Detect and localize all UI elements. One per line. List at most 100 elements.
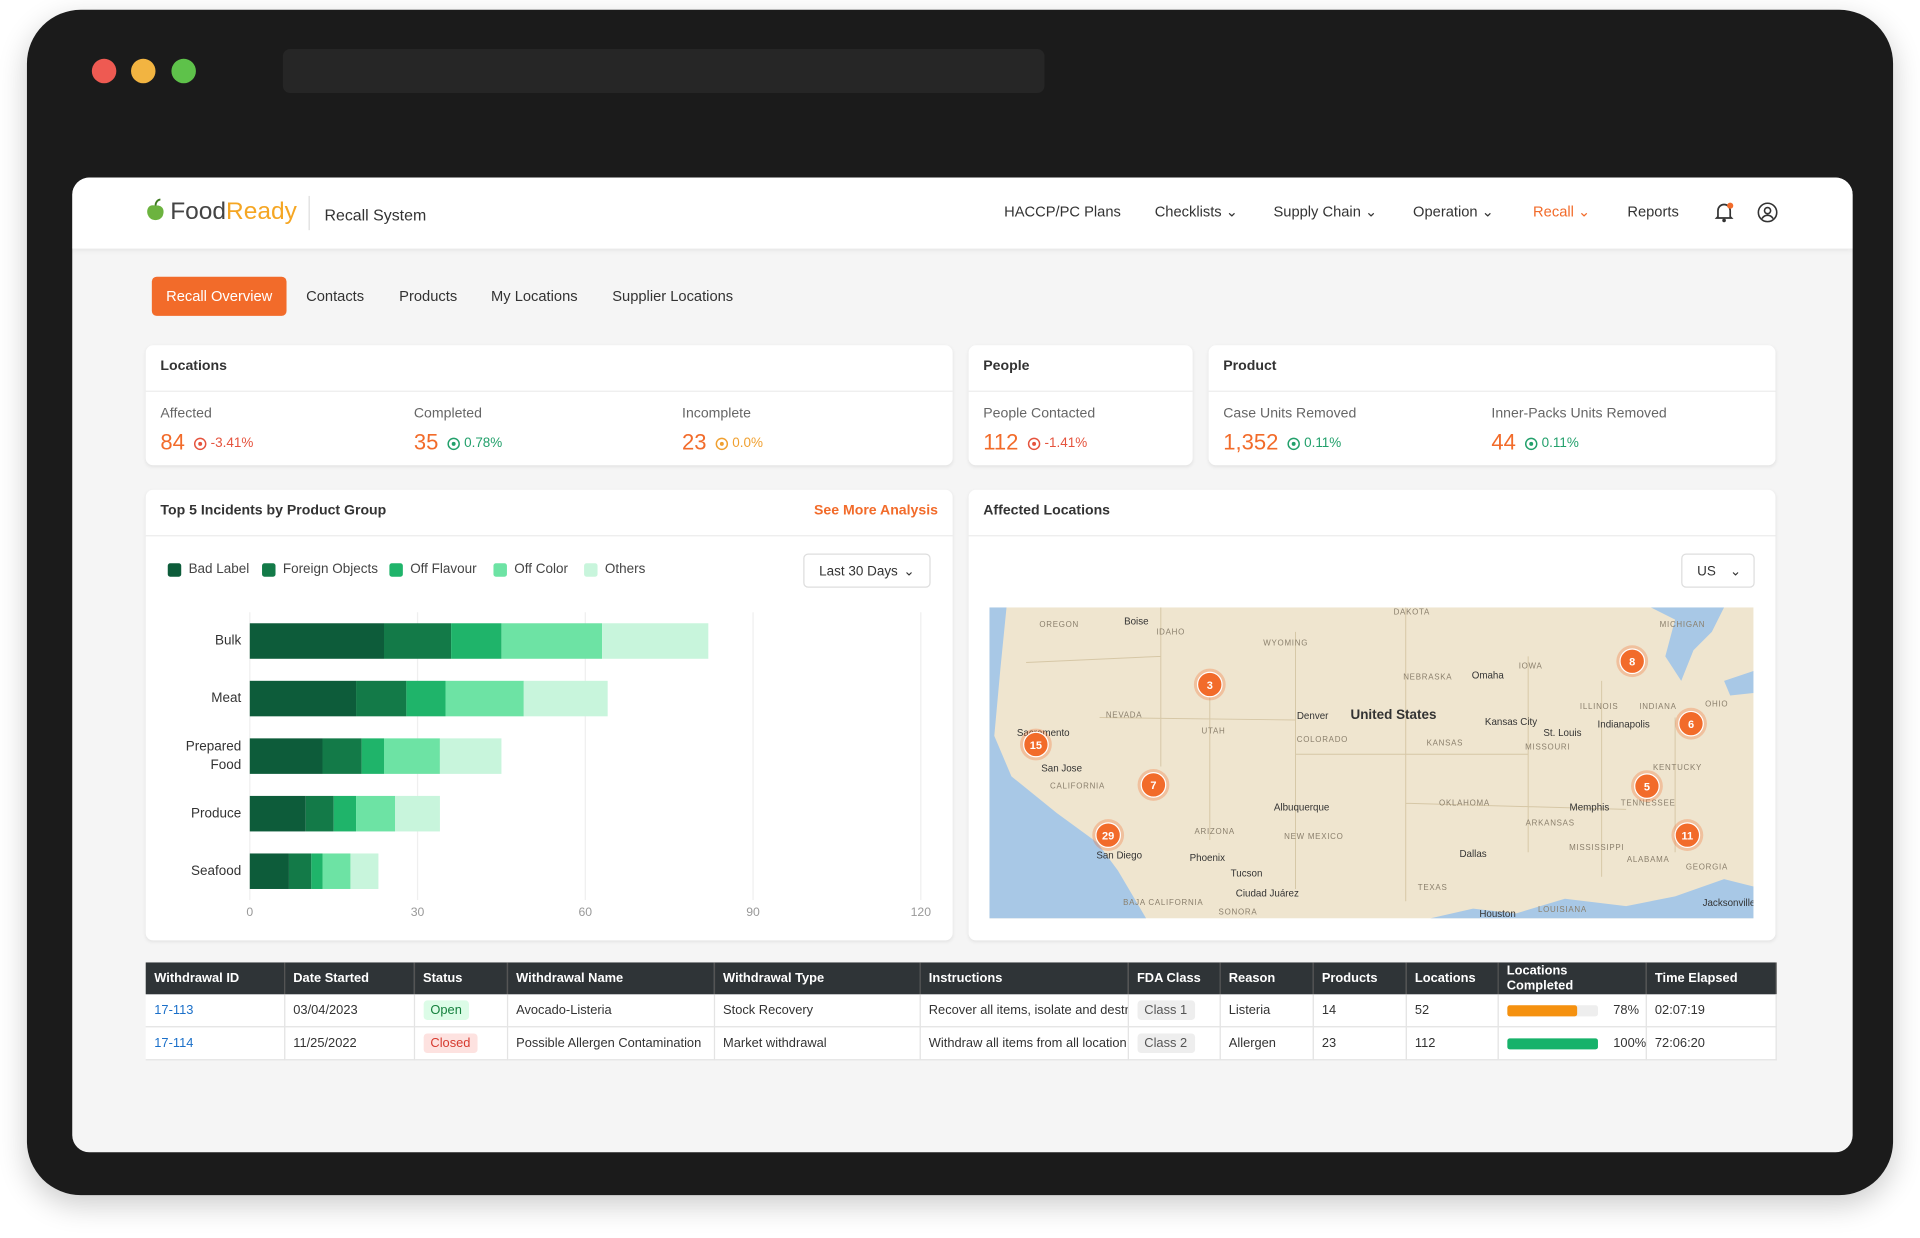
column-header: Withdrawal Name [506, 962, 715, 995]
bell-icon[interactable] [1713, 201, 1735, 223]
table-cell: Closed [413, 1026, 508, 1061]
table-cell: Open [413, 994, 508, 1028]
map-label: Houston [1479, 909, 1515, 918]
tab[interactable]: Products [399, 287, 458, 305]
column-header: Date Started [284, 962, 415, 995]
withdrawal-id-link[interactable]: 17-114 [154, 1035, 194, 1051]
metric-label: Incomplete [682, 406, 751, 422]
bar-segment [439, 738, 502, 774]
legend-label: Foreign Objects [282, 562, 378, 577]
cell-text: 03/04/2023 [293, 1002, 358, 1018]
table-body: 17-113 03/04/2023 Open Avocado-Listeria Stoc… [145, 994, 1777, 1061]
metric-value: 35 [413, 429, 439, 455]
cell-text: Market withdrawal [723, 1035, 827, 1051]
metric-change: 0.11% [1287, 436, 1341, 451]
change-text: 0.78% [464, 435, 503, 451]
legend-swatch [262, 562, 276, 577]
map-label: DAKOTA [1394, 608, 1430, 617]
cluster-marker[interactable]: 11 [1671, 819, 1704, 852]
bar-segment [406, 680, 446, 717]
nav-label: Checklists [1154, 203, 1222, 221]
cell-text: 02:07:19 [1654, 1002, 1705, 1018]
bar-segment [384, 738, 440, 774]
x-tick-label: 0 [246, 905, 253, 919]
chart-title: Top 5 Incidents by Product Group [160, 503, 387, 518]
region-dropdown[interactable]: US ⌄ [1681, 553, 1755, 588]
map-label: MISSOURI [1525, 742, 1570, 751]
x-tick-label: 30 [411, 905, 425, 919]
table-cell: Class 2 [1127, 1026, 1221, 1061]
map-label: GEORGIA [1686, 862, 1728, 871]
nav-item[interactable]: Operation ⌄ [1413, 203, 1494, 221]
cluster-marker[interactable]: 5 [1631, 770, 1663, 803]
map-label: COLORADO [1297, 735, 1348, 744]
table-cell: 23 [1312, 1026, 1407, 1061]
icon-ring [193, 437, 207, 450]
tab[interactable]: My Locations [491, 287, 578, 305]
cluster-count: 5 [1644, 781, 1650, 793]
cell-text: Recover all items, isolate and destr [928, 1002, 1128, 1018]
table-cell: 100% [1497, 1026, 1647, 1061]
cluster-marker[interactable]: 7 [1137, 768, 1170, 801]
cluster-marker[interactable]: 29 [1092, 819, 1125, 852]
nav-item[interactable]: Reports [1627, 203, 1679, 221]
withdrawal-id-link[interactable]: 17-113 [154, 1002, 194, 1018]
cell-text: Listeria [1228, 1002, 1271, 1018]
legend-label: Others [604, 562, 646, 577]
x-tick-label: 60 [579, 905, 593, 919]
cell-text: 112 [1414, 1035, 1436, 1051]
brand-part: Ready [226, 198, 297, 226]
tab-active[interactable]: Recall Overview [151, 276, 287, 316]
cluster-marker[interactable]: 3 [1193, 668, 1226, 701]
change-text: 0.11% [1304, 435, 1342, 451]
table-cell: Stock Recovery [713, 994, 921, 1028]
tab[interactable]: Supplier Locations [612, 287, 734, 305]
nav-item[interactable]: Supply Chain ⌄ [1273, 203, 1378, 221]
tab[interactable]: Contacts [306, 287, 365, 305]
legend-swatch [493, 562, 507, 577]
progress-label: 78% [1613, 1002, 1639, 1018]
bar-segment [395, 795, 440, 832]
legend-swatch [584, 562, 598, 577]
see-more-link[interactable]: See More Analysis [814, 503, 938, 518]
map-label: BAJA CALIFORNIA [1123, 898, 1203, 907]
bar-segment [523, 680, 608, 717]
map[interactable]: OREGON Boise IDAHO WYOMING DAKOTA NEBRASKA Oma… [989, 607, 1754, 919]
metric-label: Completed [413, 406, 482, 422]
period-dropdown[interactable]: Last 30 Days ⌄ [803, 553, 931, 588]
cluster-marker[interactable]: 8 [1616, 645, 1649, 678]
nav-item[interactable]: HACCP/PC Plans [1004, 203, 1121, 221]
map-label: Omaha [1472, 670, 1505, 681]
nav-item[interactable]: Checklists ⌄ [1154, 203, 1239, 221]
table-cell: 11/25/2022 [284, 1026, 415, 1061]
icon-dot [198, 441, 203, 446]
bar-segment [249, 623, 385, 659]
metric-value: 1,352 [1223, 429, 1279, 455]
table-cell: 17-113 [145, 994, 285, 1028]
table-cell: 52 [1405, 994, 1499, 1028]
metric-value: 44 [1491, 429, 1516, 455]
metric-change: 0.78% [447, 436, 502, 451]
metric-change: -1.41% [1027, 436, 1087, 451]
class-badge: Class 2 [1136, 1033, 1195, 1054]
nav-item[interactable]: Recall ⌄ [1533, 203, 1591, 221]
map-label: Tucson [1231, 869, 1263, 880]
withdrawal-table: Withdrawal ID Date Started Status Withdrawa… [145, 962, 1777, 1061]
divider [145, 390, 953, 392]
map-label: KENTUCKY [1653, 763, 1702, 772]
bar-segment [322, 853, 351, 889]
table-cell: 03/04/2023 [284, 994, 415, 1028]
icon-ring [447, 437, 460, 450]
cell-text: 14 [1321, 1002, 1337, 1018]
map-label: Ciudad Juárez [1236, 888, 1299, 899]
cluster-marker[interactable]: 6 [1675, 707, 1707, 740]
bar-segment [350, 853, 379, 889]
cell-text: 23 [1321, 1035, 1337, 1051]
cluster-dot [1674, 822, 1701, 848]
map-label: OHIO [1705, 700, 1728, 709]
cluster-marker[interactable]: 15 [1020, 728, 1052, 761]
user-icon[interactable] [1757, 202, 1778, 223]
table-cell: Listeria [1219, 994, 1314, 1028]
map-label: MISSISSIPPI [1569, 843, 1624, 852]
cell-text: 11/25/2022 [293, 1035, 357, 1051]
